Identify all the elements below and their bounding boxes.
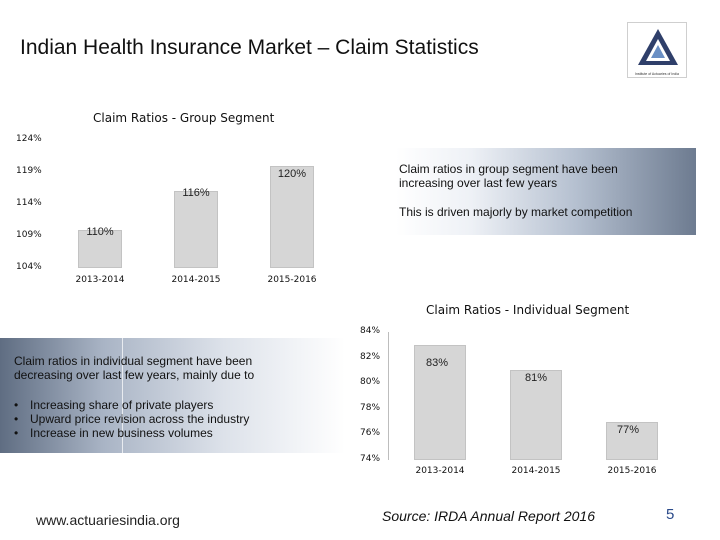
y-tick-label: 82% — [360, 351, 381, 362]
bar — [510, 370, 562, 460]
group-callout-line2: This is driven majorly by market competi… — [399, 205, 633, 219]
triangle-logo-icon — [638, 29, 678, 65]
x-tick-label: 2014-2015 — [171, 275, 221, 285]
bar — [414, 344, 466, 460]
individual-callout: Claim ratios in individual segment have … — [0, 338, 345, 453]
y-tick-label: 76% — [360, 428, 381, 439]
bullet-item: • Increasing share of private players — [14, 398, 214, 412]
x-tick-label: 2013-2014 — [415, 466, 465, 476]
logo-caption: Institute of Actuaries of India — [635, 72, 679, 76]
footer-url-link[interactable]: www.actuariesindia.org — [36, 512, 180, 528]
bullet-item: • Upward price revision across the indust… — [14, 412, 250, 426]
bullet-item: • Increase in new business volumes — [14, 426, 213, 440]
y-tick-label: 74% — [360, 454, 381, 464]
bar — [606, 421, 658, 460]
data-label: 77% — [616, 423, 640, 436]
y-tick-label: 119% — [16, 166, 42, 176]
institute-logo: Institute of Actuaries of India — [627, 22, 687, 78]
y-tick-label: 80% — [360, 377, 381, 388]
data-label: 116% — [182, 187, 210, 200]
y-tick-label: 84% — [360, 326, 381, 336]
data-label: 81% — [524, 372, 548, 385]
individual-callout-intro: Claim ratios in individual segment have … — [14, 354, 255, 382]
x-tick-label: 2014-2015 — [511, 466, 561, 476]
y-axis-line — [388, 332, 389, 460]
y-tick-label: 109% — [16, 230, 42, 240]
data-label: 110% — [86, 225, 114, 238]
y-tick-label: 124% — [16, 134, 42, 144]
bar — [270, 165, 314, 268]
slide-title: Indian Health Insurance Market – Claim S… — [20, 36, 479, 59]
x-tick-label: 2013-2014 — [75, 275, 125, 285]
footer-source: Source: IRDA Annual Report 2016 — [382, 508, 595, 524]
chart-title: Claim Ratios - Group Segment — [93, 111, 275, 125]
y-tick-label: 78% — [360, 402, 381, 413]
y-tick-label: 114% — [16, 198, 42, 208]
group-callout-line1: Claim ratios in group segment have been … — [399, 162, 618, 190]
chart-title: Claim Ratios - Individual Segment — [426, 303, 630, 317]
individual-callout-bullets: • Increasing share of private players • Up… — [14, 398, 249, 440]
callout-divider — [122, 338, 123, 453]
bar — [78, 229, 122, 268]
page-number: 5 — [666, 506, 675, 523]
bar — [174, 191, 218, 268]
y-tick-label: 104% — [16, 262, 42, 272]
x-tick-label: 2015-2016 — [607, 466, 657, 476]
data-label: 120% — [277, 167, 307, 180]
group-callout: Claim ratios in group segment have been … — [396, 148, 696, 235]
data-label: 83% — [425, 356, 449, 369]
x-tick-label: 2015-2016 — [267, 275, 317, 285]
